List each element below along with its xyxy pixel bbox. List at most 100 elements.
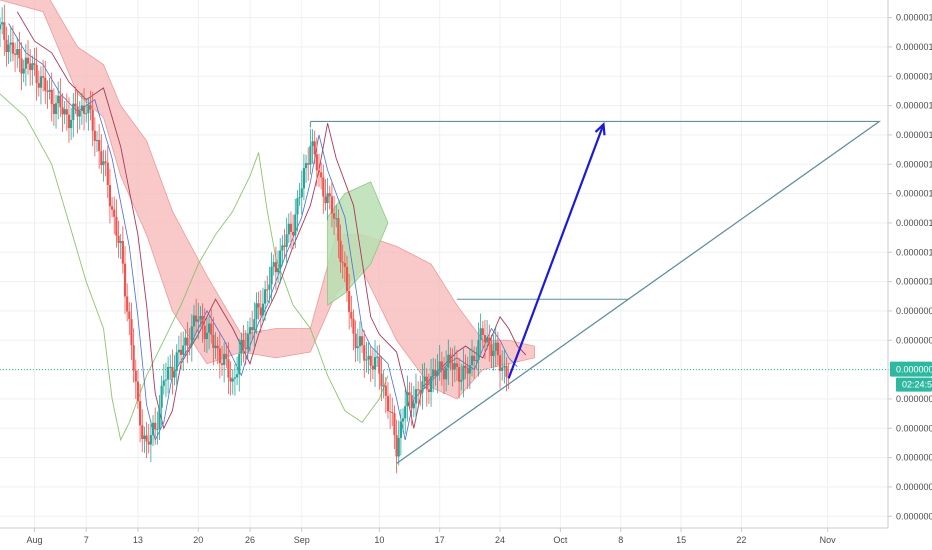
candle-body bbox=[175, 352, 178, 371]
candle-body bbox=[270, 266, 273, 285]
candle-body bbox=[264, 289, 267, 304]
candle-body bbox=[5, 39, 8, 52]
candle-body bbox=[307, 163, 310, 165]
candle-body bbox=[151, 422, 155, 436]
candle-body bbox=[91, 109, 94, 131]
candle-body bbox=[74, 103, 77, 107]
candle-body bbox=[54, 103, 58, 114]
candle-body bbox=[339, 240, 342, 262]
candle-body bbox=[231, 378, 234, 382]
candle-body bbox=[190, 326, 193, 346]
candle-body bbox=[330, 196, 334, 214]
candle-body bbox=[311, 141, 314, 147]
y-tick-label: 0.00000110 bbox=[896, 218, 932, 228]
candle-body bbox=[496, 342, 499, 356]
candle-body bbox=[248, 327, 252, 335]
candle-body bbox=[95, 140, 99, 142]
x-tick-label: 10 bbox=[374, 535, 384, 545]
candle-body bbox=[287, 223, 290, 235]
candle-body bbox=[67, 114, 71, 129]
price-axis[interactable]: 0.00000145 0.00000140 0.00000135 0.00000130… bbox=[888, 13, 932, 522]
candle-body bbox=[115, 216, 118, 236]
candle-body bbox=[18, 49, 21, 59]
candle-body bbox=[300, 188, 303, 198]
candle-body bbox=[65, 109, 68, 115]
candle-body bbox=[136, 381, 140, 402]
price-axis-bg[interactable] bbox=[888, 0, 932, 528]
candle-body bbox=[214, 345, 217, 348]
candle-body bbox=[442, 369, 446, 380]
candle-body bbox=[432, 369, 435, 377]
candle-body bbox=[98, 140, 101, 152]
drawing-layer[interactable] bbox=[309, 120, 882, 464]
candle-body bbox=[85, 113, 88, 115]
candle-body bbox=[475, 359, 478, 362]
candle-body bbox=[406, 392, 409, 407]
candle-body bbox=[35, 64, 38, 84]
candle-body bbox=[498, 355, 502, 371]
time-axis[interactable]: Aug 7 13 20 26 Sep 10 17 24 Oct 8 15 22 Nov bbox=[26, 528, 836, 545]
candle-body bbox=[134, 370, 137, 382]
candle-body bbox=[261, 303, 265, 316]
candle-body bbox=[451, 362, 454, 370]
candle-body bbox=[233, 377, 237, 379]
candle-body bbox=[218, 348, 221, 364]
candle-body bbox=[453, 363, 456, 370]
candle-body bbox=[235, 374, 239, 378]
candle-body bbox=[33, 63, 36, 65]
candle-body bbox=[501, 367, 504, 371]
candle-body bbox=[63, 109, 66, 115]
candle-body bbox=[494, 342, 497, 351]
candle-body bbox=[281, 245, 284, 251]
time-axis-bg[interactable] bbox=[0, 528, 888, 550]
candle-body bbox=[477, 340, 480, 360]
candle-body bbox=[382, 385, 385, 387]
candle-body bbox=[279, 250, 282, 269]
candle-body bbox=[393, 413, 396, 436]
target-arrow-head bbox=[594, 122, 606, 136]
candle-body bbox=[80, 105, 84, 111]
candle-body bbox=[104, 161, 107, 163]
candle-body bbox=[395, 435, 398, 457]
candle-body bbox=[223, 353, 226, 365]
candle-body bbox=[212, 334, 215, 348]
candle-body bbox=[350, 311, 353, 319]
candle-body bbox=[31, 63, 34, 71]
candle-body bbox=[154, 422, 157, 430]
candle-body bbox=[324, 196, 327, 204]
candle-body bbox=[410, 395, 413, 409]
candle-body bbox=[253, 319, 256, 331]
y-tick-label: 0.00000095 bbox=[896, 306, 932, 316]
candle-body bbox=[216, 345, 219, 349]
candle-body bbox=[423, 376, 426, 382]
x-tick-label: Nov bbox=[820, 535, 837, 545]
candle-body bbox=[460, 379, 463, 382]
candle-body bbox=[220, 363, 224, 365]
candle-body bbox=[227, 359, 230, 378]
candle-body bbox=[123, 263, 127, 297]
candle-body bbox=[389, 411, 392, 413]
candle-body bbox=[473, 355, 476, 362]
candle-body bbox=[332, 213, 336, 219]
candle-body bbox=[229, 377, 232, 382]
candle-body bbox=[470, 355, 474, 366]
candle-body bbox=[492, 350, 495, 356]
bearish-cloud bbox=[0, 0, 535, 400]
candle-body bbox=[486, 337, 489, 343]
candle-body bbox=[24, 57, 27, 69]
y-tick-label: 0.00000135 bbox=[896, 71, 932, 81]
candle-body bbox=[455, 363, 459, 367]
candle-body bbox=[192, 315, 196, 327]
candle-body bbox=[367, 355, 370, 360]
candle-body bbox=[315, 154, 318, 171]
candle-body bbox=[251, 327, 254, 331]
candle-body bbox=[138, 401, 142, 426]
candle-body bbox=[296, 198, 299, 215]
candle-body bbox=[89, 105, 92, 110]
candle-body bbox=[408, 392, 411, 396]
y-tick-label: 0.00000130 bbox=[896, 101, 932, 111]
x-tick-label: 17 bbox=[435, 535, 445, 545]
candle-body bbox=[449, 354, 452, 363]
candle-body bbox=[365, 359, 368, 361]
